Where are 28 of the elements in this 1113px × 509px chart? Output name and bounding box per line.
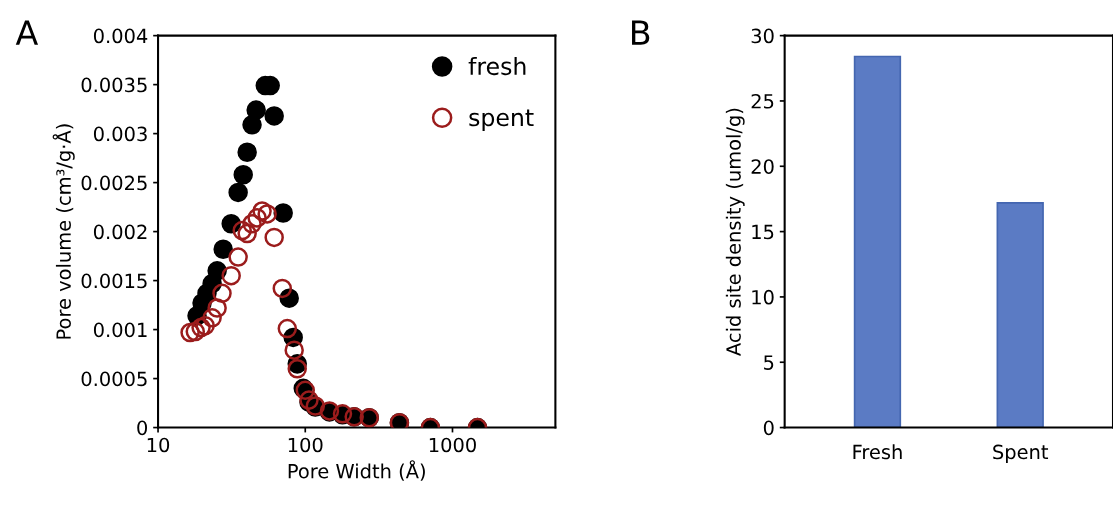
y-tick-label: 0.001 [93, 322, 147, 338]
x-tick-label: Spent [993, 444, 1049, 464]
y-tick-label: 10 [752, 289, 774, 305]
y-tick-label: 0.0005 [81, 371, 147, 387]
y-tick-label: 0.0025 [81, 175, 147, 191]
legend-label: spent [469, 109, 534, 131]
y-tick-label: 5 [764, 355, 774, 370]
y-axis-title: Acid site density (umol/g) [725, 108, 745, 356]
text: B [632, 20, 650, 45]
y-tick-label: 0.0035 [81, 77, 147, 93]
legend-label: fresh [468, 56, 526, 76]
x-tick-label: Fresh [853, 444, 902, 460]
y-tick-label: 0 [763, 420, 774, 436]
y-tick-label: 0.003 [93, 126, 147, 142]
x-tick-label: 100 [288, 437, 323, 453]
y-tick-label: 30 [751, 28, 774, 44]
y-tick-label: 0.004 [93, 28, 148, 44]
y-tick-label: 0 [137, 420, 148, 436]
x-axis-title: Pore Width (Å) [288, 460, 425, 481]
y-tick-label: 20 [751, 159, 774, 174]
y-tick-label: 25 [751, 93, 774, 109]
x-tick-label: 1000 [429, 437, 476, 453]
y-tick-label: 0.0015 [81, 273, 147, 289]
y-tick-label: 0.002 [93, 224, 147, 240]
text: A [15, 20, 39, 45]
y-axis-title: Pore volume (cm³/g·Å) [52, 124, 75, 339]
y-tick-label: 15 [752, 224, 774, 240]
x-tick-label: 10 [147, 437, 170, 453]
